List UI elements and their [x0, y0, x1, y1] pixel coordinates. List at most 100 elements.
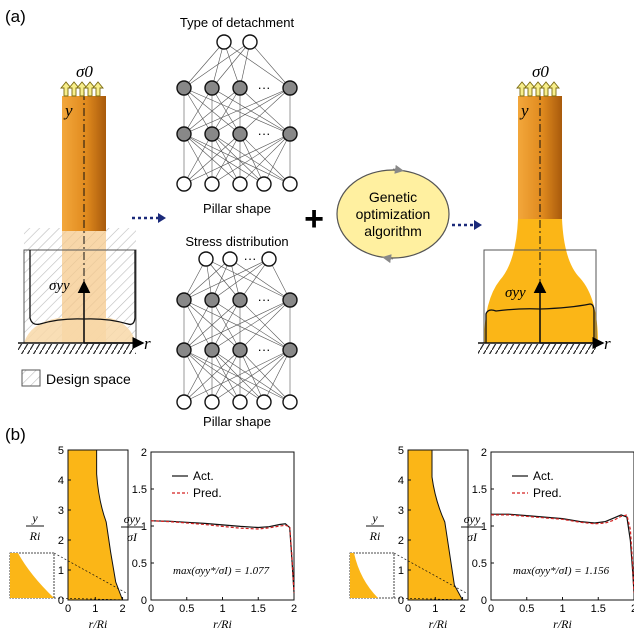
shape-ytick-label: 1 [58, 565, 64, 577]
nn-connection [211, 349, 265, 403]
nn-connection [211, 41, 225, 89]
inset-connector [53, 597, 129, 601]
nn-node [232, 126, 248, 142]
plus-sign: + [304, 200, 324, 238]
design-space-legend-swatch [21, 369, 41, 387]
nn-connection [183, 349, 241, 403]
shape-xtick-label: 2 [119, 603, 125, 615]
shape-ylabel-den: Ri [369, 529, 381, 543]
nn-connection [211, 87, 241, 135]
nn-node [282, 80, 298, 96]
nn-connection [249, 41, 291, 89]
nn-node [282, 292, 298, 308]
plot-xtick-label: 0 [488, 603, 494, 615]
left-r-axis-label: r [144, 334, 151, 353]
nn-node [198, 251, 214, 267]
shape-ytick-label: 4 [398, 475, 404, 487]
nn-node [232, 80, 248, 96]
nn-node [176, 292, 192, 308]
nn-node [232, 176, 248, 192]
left-sigma-yy-label: σyy [49, 278, 70, 294]
inset-shape [350, 553, 378, 598]
plot-xtick-label: 0.5 [179, 603, 194, 615]
nn-connection [211, 87, 291, 135]
nn-connection [183, 41, 225, 89]
nn-connection [205, 258, 241, 301]
right-sigma-yy-label: σyy [505, 285, 526, 301]
nn-connection [211, 258, 270, 301]
nn-ellipsis: ··· [258, 342, 271, 357]
plot-xtick-label: 0 [148, 603, 154, 615]
nn-connection [183, 87, 241, 135]
nn-connection [183, 299, 291, 351]
plot-xtick-label: 2 [291, 603, 297, 615]
nn-ellipsis: ··· [244, 251, 257, 266]
plot-ytick-label: 1 [141, 521, 147, 533]
plot-ylabel-num: σyy [124, 512, 141, 526]
shape-xlabel: r/Ri [89, 617, 108, 629]
nn-connection [211, 133, 241, 185]
nn-connection [211, 133, 291, 185]
nn-node [256, 176, 272, 192]
nn-connection [183, 87, 213, 135]
panel-b-label: (b) [5, 425, 26, 444]
legend-act-label: Act. [193, 469, 214, 483]
ga-line1: Genetic [369, 189, 417, 205]
shape-ytick-label: 3 [58, 505, 64, 517]
nn-node [204, 394, 220, 410]
right-r-axis-label: r [604, 334, 611, 353]
max-stress-annotation: max(σyy*/σI) = 1.077 [173, 565, 270, 577]
nn-connection [211, 299, 241, 351]
ga-line2: optimization [356, 206, 431, 222]
max-stress-annotation: max(σyy*/σI) = 1.156 [513, 565, 610, 577]
plot-ytick-label: 0 [141, 595, 147, 607]
nn-connection [239, 41, 251, 89]
nn-node [216, 34, 232, 50]
genetic-algorithm-node [336, 164, 450, 264]
plot-xtick-label: 1 [219, 603, 225, 615]
design-space-fill [24, 318, 136, 343]
right-load-arrows [516, 81, 560, 97]
shape-ytick-label: 5 [58, 445, 64, 457]
shape-fill [67, 449, 124, 601]
nn-connection [239, 258, 270, 301]
nn-connection [183, 133, 291, 185]
nn-connection [223, 41, 241, 89]
nn-node [261, 251, 277, 267]
shape-ytick-label: 2 [58, 535, 64, 547]
nn-connection [183, 299, 213, 351]
nn-connection [183, 133, 213, 185]
nn-connection [183, 349, 213, 403]
nn-connection [263, 349, 291, 403]
plot-xlabel: r/Ri [213, 617, 232, 629]
legend-act-label: Act. [533, 469, 554, 483]
nn-connection [211, 299, 291, 351]
nn-node [204, 176, 220, 192]
nn-connection [211, 133, 265, 185]
pred-series-line [491, 514, 634, 593]
plot-xlabel: r/Ri [553, 617, 572, 629]
plot-ytick-label: 0.5 [472, 558, 487, 570]
legend-pred-label: Pred. [193, 486, 222, 500]
shape-ylabel-num: y [31, 511, 38, 525]
plot-ytick-label: 2 [481, 447, 487, 459]
shape-ytick-label: 5 [398, 445, 404, 457]
optimized-pillar-shape [484, 219, 598, 343]
plot-ytick-label: 2 [141, 447, 147, 459]
nn-node [282, 176, 298, 192]
nn-connection [211, 41, 251, 89]
shape-ytick-label: 3 [398, 505, 404, 517]
nn-connection [183, 41, 251, 89]
nn-node [222, 251, 238, 267]
nn-node [204, 292, 220, 308]
right-ground-hatch [478, 344, 596, 354]
nn-node [204, 342, 220, 358]
shape-ylabel-num: y [371, 511, 378, 525]
nn-connection [211, 349, 291, 403]
panel-a-label: (a) [5, 7, 26, 26]
nn-connection [183, 133, 241, 185]
plot-axes-box [490, 451, 634, 601]
nn-node [282, 126, 298, 142]
plot-ylabel-den: σI [127, 530, 138, 544]
